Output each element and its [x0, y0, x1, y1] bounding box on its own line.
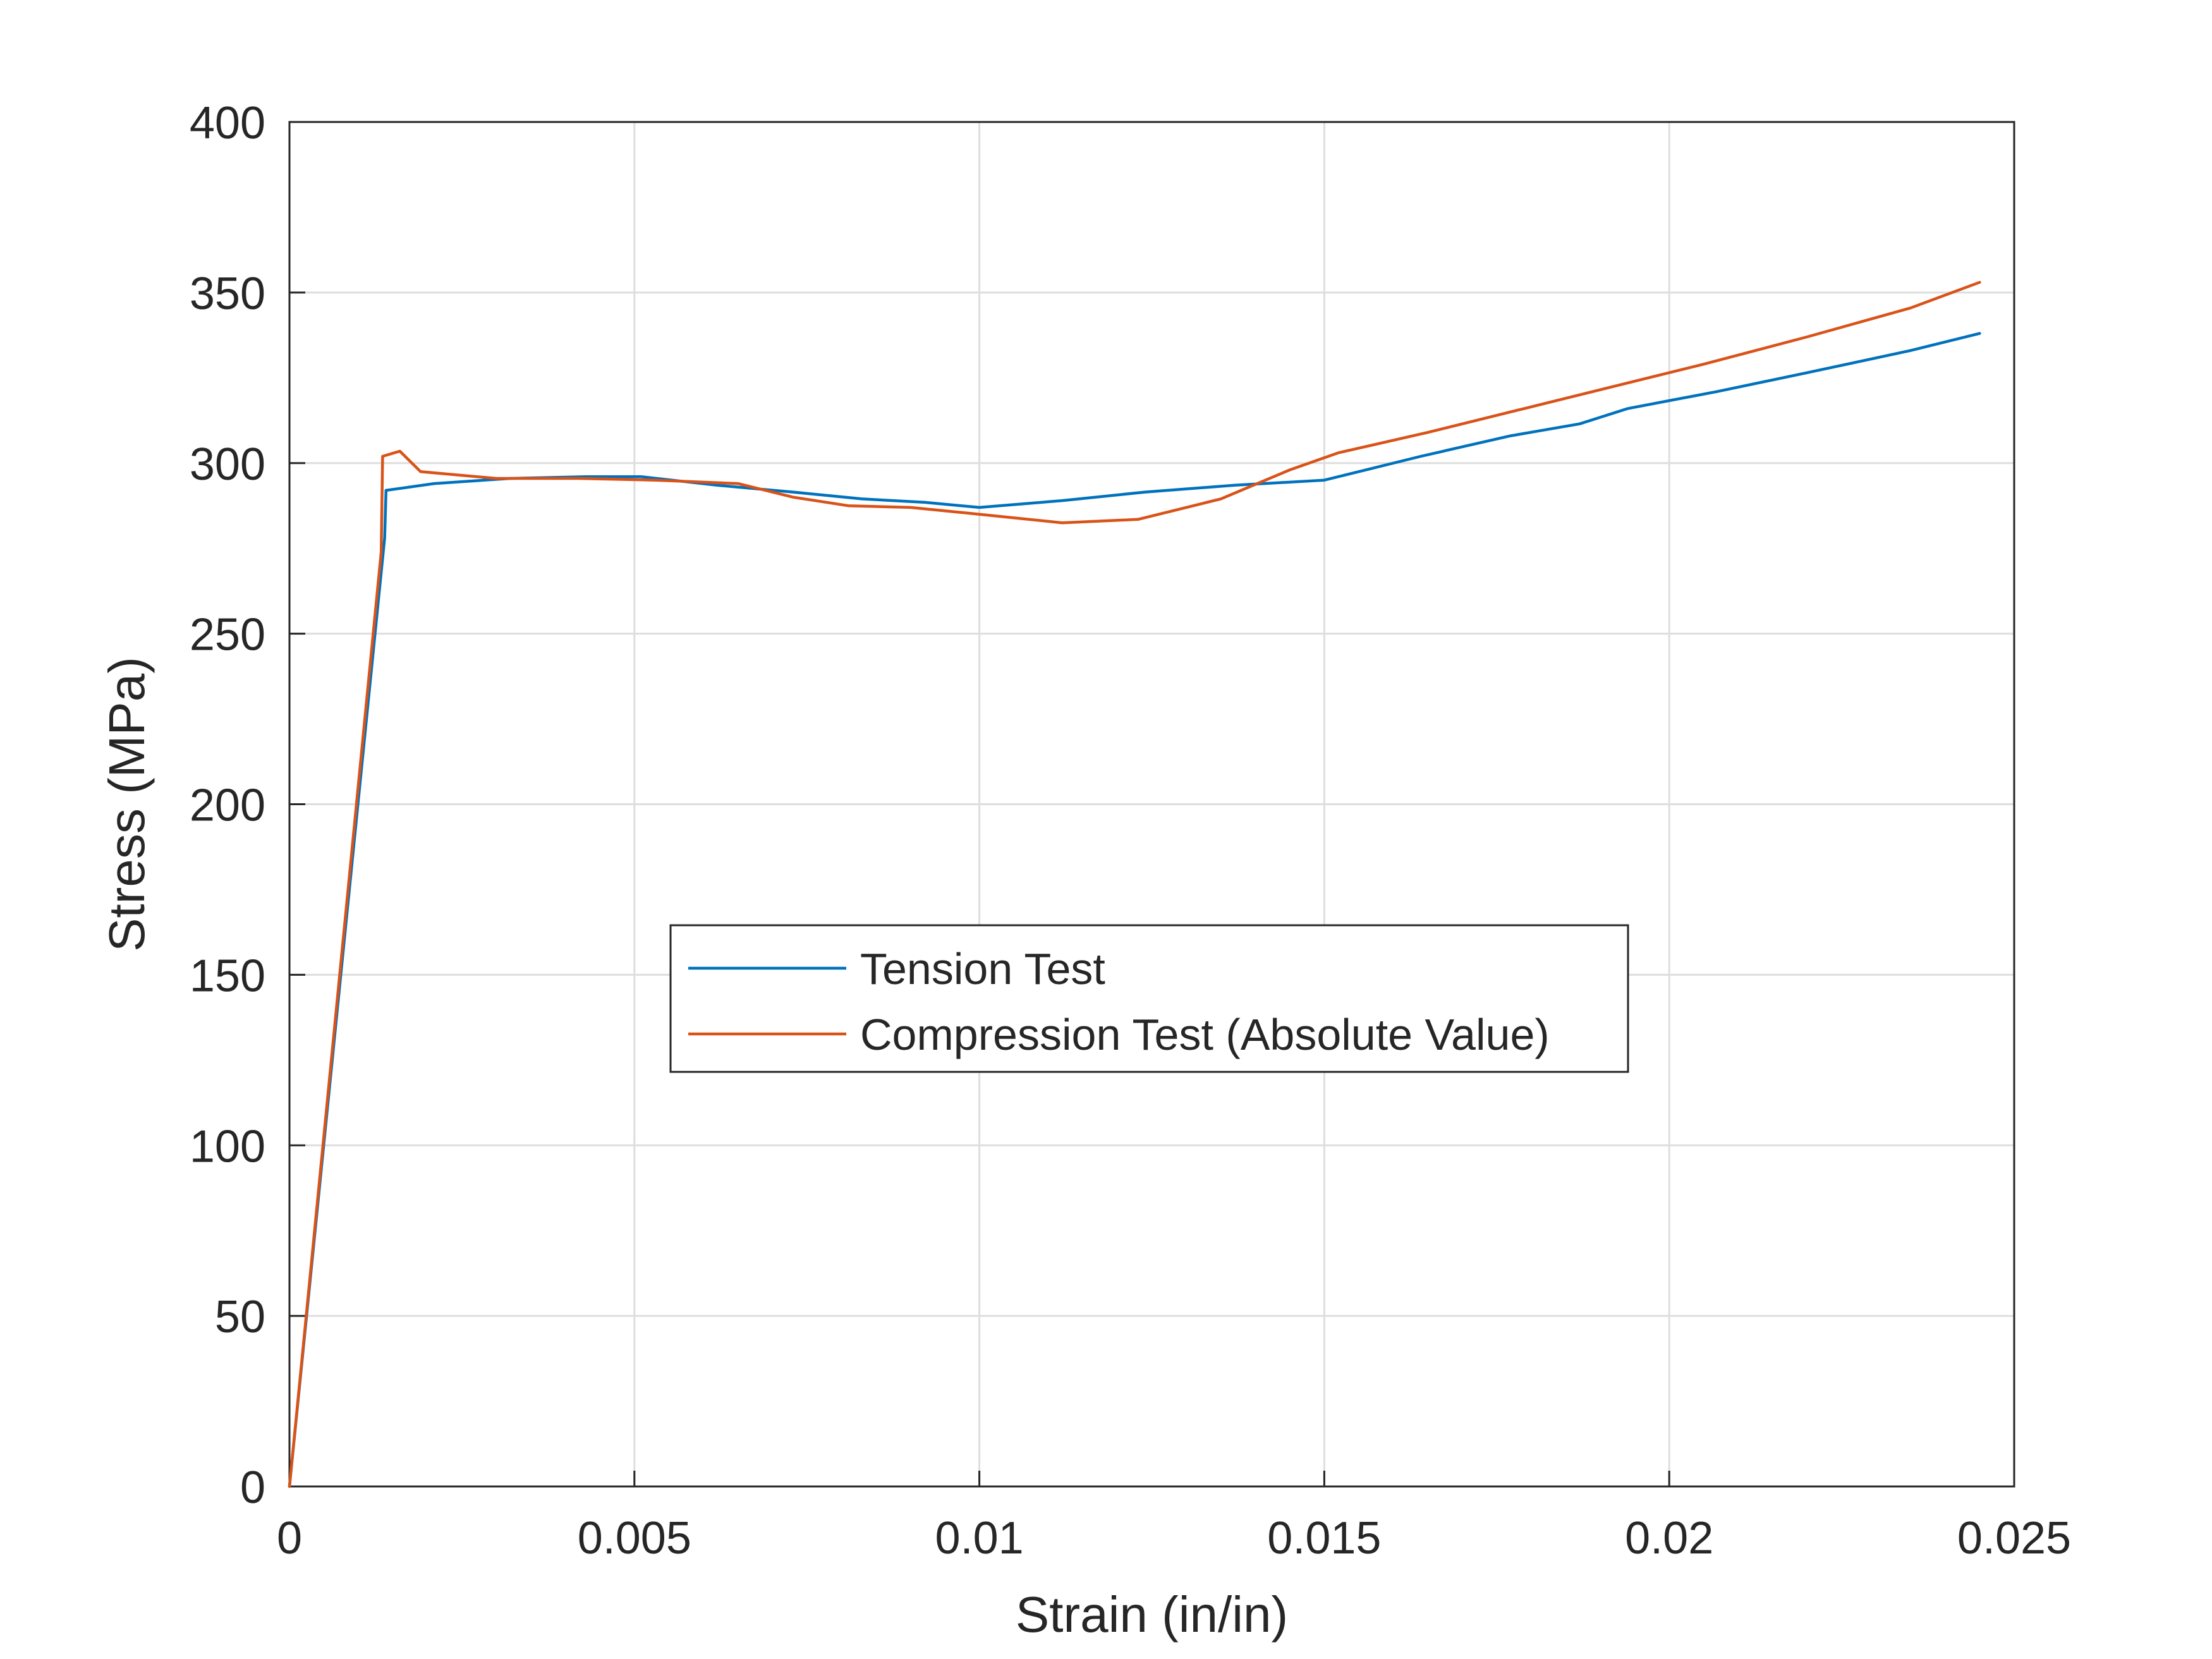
x-tick-label: 0.015	[1267, 1513, 1381, 1564]
legend-label-1: Tension Test	[860, 944, 1105, 994]
y-tick-label: 250	[190, 610, 265, 660]
y-tick-label: 0	[240, 1462, 265, 1513]
legend-label-2: Compression Test (Absolute Value)	[860, 1010, 1550, 1059]
y-tick-label: 50	[215, 1292, 265, 1342]
grid-lines	[289, 122, 2014, 1486]
series-line-2	[288, 281, 1981, 1488]
x-tick-label: 0.01	[935, 1513, 1024, 1564]
legend-box	[669, 924, 1629, 1073]
y-tick-label: 400	[190, 98, 265, 149]
x-axis-label: Strain (in/in)	[1016, 1586, 1288, 1643]
x-tick-label: 0.025	[1957, 1513, 2071, 1564]
axis-ticks: 0 0.005 0.01 0.015 0.02 0.025 0 50 100 150 200 250 3…	[190, 98, 2071, 1564]
x-tick-label: 0.02	[1625, 1513, 1713, 1564]
y-tick-label: 100	[190, 1121, 265, 1172]
x-tick-label: 0.005	[578, 1513, 691, 1564]
legend: Tension Test Compression Test (Absolute V…	[669, 924, 1629, 1073]
y-tick-label: 300	[190, 439, 265, 490]
y-tick-label: 150	[190, 951, 265, 1001]
x-tick-label: 0	[277, 1513, 302, 1564]
y-axis-label: Stress (MPa)	[99, 657, 155, 952]
y-tick-label: 350	[190, 269, 265, 319]
series-layer	[288, 281, 1981, 1488]
y-tick-label: 200	[190, 781, 265, 831]
